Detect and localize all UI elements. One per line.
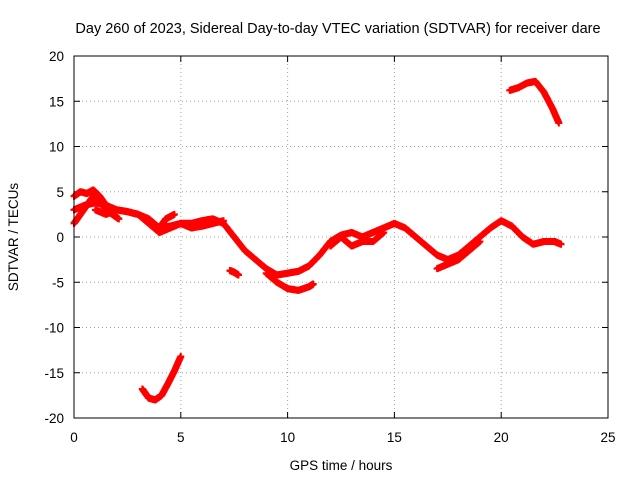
series-arc-4 [91, 206, 228, 236]
y-tick-label: 10 [49, 140, 64, 155]
x-tick-label: 5 [177, 430, 185, 445]
x-tick-label: 25 [600, 430, 615, 445]
axis-ticks: 0 5 10 15 20 25 -20 -15 -10 -5 0 5 10 15 20 [44, 49, 615, 445]
y-tick-label: 20 [49, 49, 64, 64]
x-tick-label: 15 [387, 430, 402, 445]
series-arc-3 [70, 199, 565, 279]
y-tick-label: 15 [49, 94, 64, 109]
data-point [555, 119, 563, 127]
data-point [220, 217, 228, 225]
series-arc-5 [147, 210, 178, 232]
y-tick-label: -10 [44, 321, 64, 336]
y-tick-label: -5 [52, 275, 64, 290]
y-tick-label: 5 [56, 185, 64, 200]
data-point [380, 228, 388, 236]
series-arc-10 [138, 352, 185, 404]
data-point [309, 280, 317, 288]
series-arc-11 [506, 77, 563, 127]
data-point [476, 238, 484, 246]
data-point [557, 240, 565, 248]
series-arc-8 [326, 228, 388, 250]
x-axis-label: GPS time / hours [290, 458, 393, 473]
data-point [170, 210, 178, 218]
chart-title: Day 260 of 2023, Sidereal Day-to-day VTE… [75, 21, 600, 37]
y-axis-label: SDTVAR / TECUs [6, 183, 21, 292]
y-tick-label: -15 [44, 366, 64, 381]
x-tick-label: 10 [280, 430, 295, 445]
y-tick-label: 0 [56, 230, 64, 245]
x-tick-label: 20 [494, 430, 509, 445]
data-point [234, 271, 242, 279]
series-arc-9 [433, 238, 484, 273]
plot-frame [73, 55, 609, 419]
data-points [70, 77, 565, 404]
y-tick-label: -20 [44, 411, 64, 426]
series-arc-6 [226, 266, 242, 279]
data-point [177, 352, 185, 360]
series-arc-7 [262, 269, 317, 294]
x-tick-label: 0 [70, 430, 78, 445]
data-point [115, 215, 123, 223]
